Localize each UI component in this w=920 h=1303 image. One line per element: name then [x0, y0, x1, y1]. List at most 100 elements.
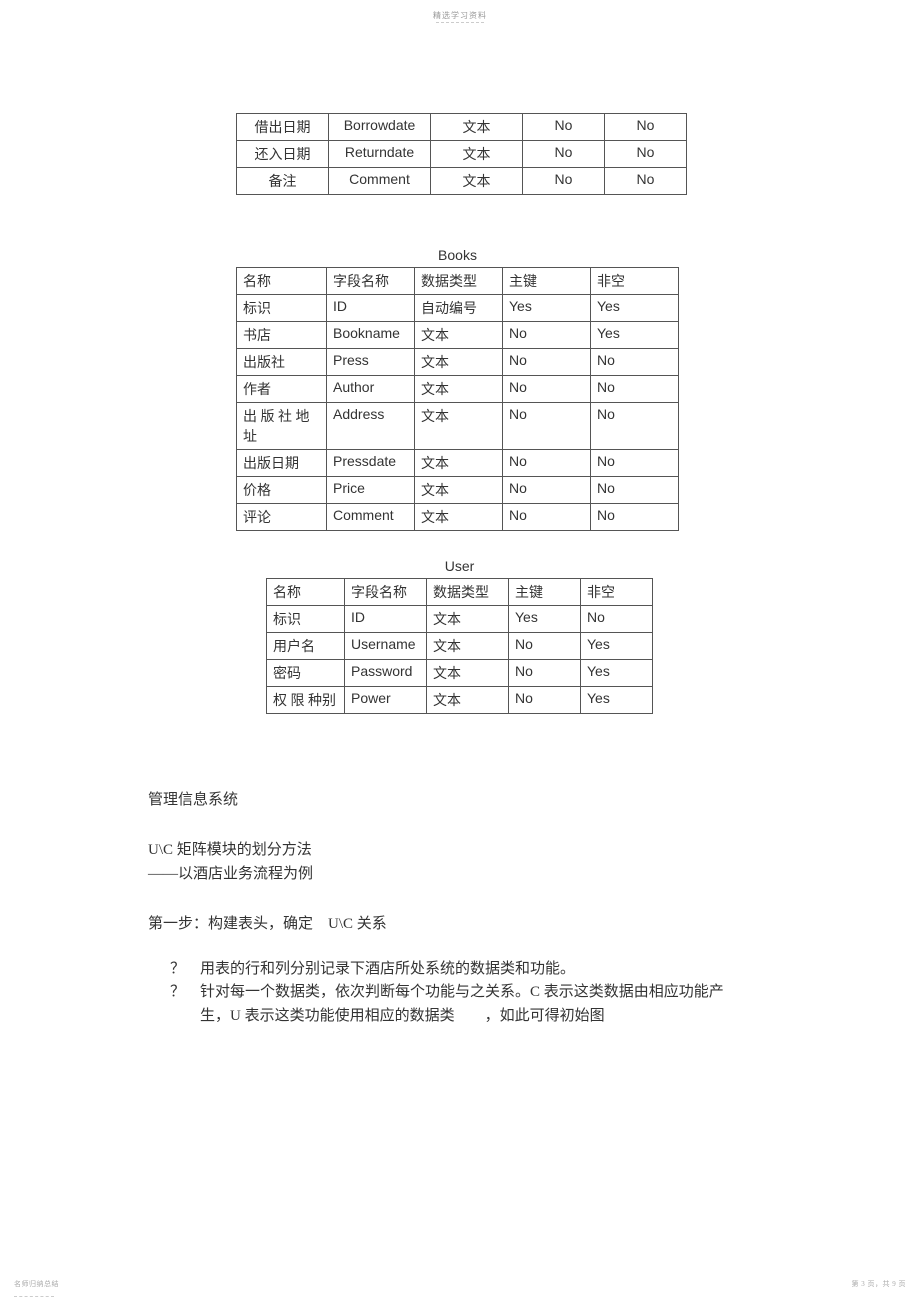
- cell-pk: No: [509, 633, 581, 660]
- cell-nn: 非空: [591, 268, 679, 295]
- cell-type: 文本: [415, 376, 503, 403]
- cell-field: Password: [345, 660, 427, 687]
- cell-field: ID: [345, 606, 427, 633]
- list-item: ？ 用表的行和列分别记录下酒店所处系统的数据类和功能。: [170, 958, 730, 981]
- page-header-underline: [436, 22, 484, 23]
- cell-name: 名称: [237, 268, 327, 295]
- cell-name: 评论: [237, 504, 327, 531]
- bullet-text: 用表的行和列分别记录下酒店所处系统的数据类和功能。: [200, 958, 730, 981]
- cell-type: 文本: [415, 504, 503, 531]
- table-row: 还入日期 Returndate 文本 No No: [237, 141, 687, 168]
- cell-type: 文本: [427, 687, 509, 714]
- cell-pk: 主键: [509, 579, 581, 606]
- cell-pk: No: [509, 687, 581, 714]
- bullet-mark: ？: [170, 981, 200, 1028]
- cell-name: 价格: [237, 477, 327, 504]
- cell-pk: Yes: [503, 295, 591, 322]
- cell-pk: No: [503, 349, 591, 376]
- cell-nn: No: [605, 168, 687, 195]
- cell-name: 用户名: [267, 633, 345, 660]
- footer-left-text: 名师归纳总结: [14, 1279, 59, 1289]
- table-borrow: 借出日期 Borrowdate 文本 No No 还入日期 Returndate…: [236, 113, 687, 195]
- cell-nn: No: [605, 141, 687, 168]
- cell-type: 数据类型: [427, 579, 509, 606]
- cell-nn: No: [591, 349, 679, 376]
- cell-type: 文本: [415, 322, 503, 349]
- cell-pk: No: [503, 477, 591, 504]
- cell-field: 字段名称: [345, 579, 427, 606]
- cell-field: Author: [327, 376, 415, 403]
- table-row: 借出日期 Borrowdate 文本 No No: [237, 114, 687, 141]
- table-row: 权 限 种别 Power 文本 No Yes: [267, 687, 653, 714]
- heading-uc-matrix: U\C 矩阵模块的划分方法: [148, 838, 312, 862]
- cell-name: 标识: [237, 295, 327, 322]
- table-row: 用户名 Username 文本 No Yes: [267, 633, 653, 660]
- cell-name: 权 限 种别: [267, 687, 345, 714]
- cell-field: Borrowdate: [329, 114, 431, 141]
- cell-pk: No: [503, 376, 591, 403]
- cell-nn: Yes: [581, 687, 653, 714]
- heading-mis: 管理信息系统: [148, 788, 238, 812]
- footer-left-underline: [14, 1296, 54, 1297]
- cell-type: 文本: [431, 168, 523, 195]
- cell-field: Price: [327, 477, 415, 504]
- table-row: 作者 Author 文本 No No: [237, 376, 679, 403]
- cell-nn: No: [591, 504, 679, 531]
- table-row: 标识 ID 自动编号 Yes Yes: [237, 295, 679, 322]
- cell-name: 还入日期: [237, 141, 329, 168]
- cell-pk: No: [509, 660, 581, 687]
- cell-nn: 非空: [581, 579, 653, 606]
- cell-name: 借出日期: [237, 114, 329, 141]
- cell-type: 文本: [427, 660, 509, 687]
- cell-pk: No: [523, 168, 605, 195]
- cell-nn: Yes: [591, 295, 679, 322]
- table-borrow-fragment: 借出日期 Borrowdate 文本 No No 还入日期 Returndate…: [236, 113, 687, 195]
- cell-field: Bookname: [327, 322, 415, 349]
- cell-name: 出 版 社 地址: [237, 403, 327, 450]
- cell-name: 出版社: [237, 349, 327, 376]
- cell-field: Username: [345, 633, 427, 660]
- table-user-wrap: User 名称 字段名称 数据类型 主键 非空 标识 ID 文本 Yes No …: [266, 558, 653, 714]
- table-row: 出版日期 Pressdate 文本 No No: [237, 450, 679, 477]
- cell-pk: No: [523, 141, 605, 168]
- cell-name: 出版日期: [237, 450, 327, 477]
- cell-type: 文本: [415, 403, 503, 450]
- cell-field: Comment: [327, 504, 415, 531]
- cell-name: 标识: [267, 606, 345, 633]
- cell-field: Address: [327, 403, 415, 450]
- cell-field: Press: [327, 349, 415, 376]
- step-one: 第一步：构建表头，确定 U\C 关系: [148, 912, 387, 936]
- cell-field: Pressdate: [327, 450, 415, 477]
- cell-pk: No: [503, 403, 591, 450]
- page-header-watermark: 精选学习资料: [433, 10, 487, 21]
- cell-name: 密码: [267, 660, 345, 687]
- cell-type: 文本: [431, 114, 523, 141]
- cell-nn: No: [581, 606, 653, 633]
- cell-nn: Yes: [591, 322, 679, 349]
- table-user-title: User: [266, 558, 653, 574]
- cell-pk: No: [523, 114, 605, 141]
- table-row: 名称 字段名称 数据类型 主键 非空: [237, 268, 679, 295]
- table-row: 密码 Password 文本 No Yes: [267, 660, 653, 687]
- table-row: 出 版 社 地址 Address 文本 No No: [237, 403, 679, 450]
- cell-field: 字段名称: [327, 268, 415, 295]
- cell-name: 书店: [237, 322, 327, 349]
- cell-nn: No: [591, 403, 679, 450]
- table-row: 出版社 Press 文本 No No: [237, 349, 679, 376]
- cell-type: 文本: [431, 141, 523, 168]
- cell-nn: No: [591, 376, 679, 403]
- list-item: ？ 针对每一个数据类，依次判断每个功能与之关系。C 表示这类数据由相应功能产生，…: [170, 981, 730, 1028]
- cell-type: 文本: [415, 349, 503, 376]
- cell-nn: No: [605, 114, 687, 141]
- table-row: 书店 Bookname 文本 No Yes: [237, 322, 679, 349]
- table-row: 备注 Comment 文本 No No: [237, 168, 687, 195]
- cell-nn: No: [591, 477, 679, 504]
- cell-field: Comment: [329, 168, 431, 195]
- cell-field: Power: [345, 687, 427, 714]
- cell-pk: No: [503, 322, 591, 349]
- cell-pk: No: [503, 450, 591, 477]
- cell-name: 作者: [237, 376, 327, 403]
- subheading-example: ——以酒店业务流程为例: [148, 862, 313, 886]
- table-row: 名称 字段名称 数据类型 主键 非空: [267, 579, 653, 606]
- table-books: 名称 字段名称 数据类型 主键 非空 标识 ID 自动编号 Yes Yes 书店…: [236, 267, 679, 531]
